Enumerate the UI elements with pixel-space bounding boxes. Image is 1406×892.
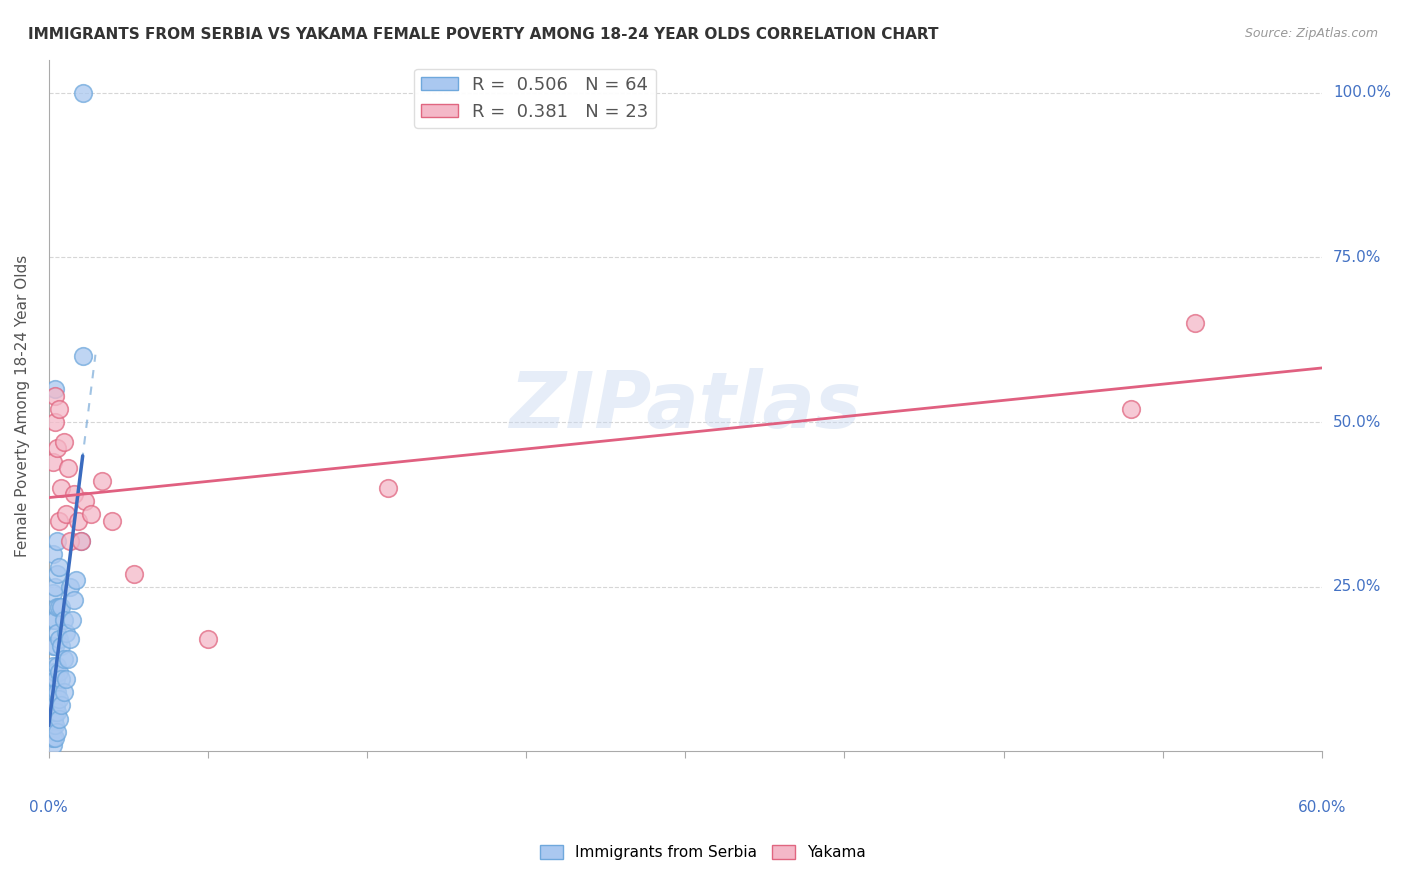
Point [42, 639, 65, 653]
Point [51, 672, 73, 686]
Point [39, 691, 62, 706]
Point [1119, 401, 1142, 416]
Point [48, 665, 70, 680]
Point [52, 652, 75, 666]
Text: ZIPatlas: ZIPatlas [509, 368, 862, 443]
Point [42, 691, 65, 706]
Point [52, 434, 75, 449]
Point [90, 475, 112, 489]
Point [377, 481, 399, 495]
Point [42, 731, 65, 746]
Point [42, 738, 65, 752]
Y-axis label: Female Poverty Among 18-24 Year Olds: Female Poverty Among 18-24 Year Olds [15, 254, 30, 557]
Point [44, 718, 66, 732]
Point [39, 665, 62, 680]
Point [44, 613, 66, 627]
Point [44, 731, 66, 746]
Point [48, 712, 70, 726]
Point [46, 724, 69, 739]
Point [46, 685, 69, 699]
Point [51, 481, 73, 495]
Point [44, 685, 66, 699]
Point [39, 712, 62, 726]
Point [41, 718, 63, 732]
Text: 0.0%: 0.0% [30, 800, 67, 815]
Point [44, 382, 66, 396]
Point [42, 679, 65, 693]
Point [48, 514, 70, 528]
Point [52, 613, 75, 627]
Point [73, 494, 96, 508]
Point [72, 86, 94, 100]
Point [44, 415, 66, 429]
Point [38, 731, 60, 746]
Point [48, 599, 70, 614]
Point [46, 442, 69, 456]
Text: IMMIGRANTS FROM SERBIA VS YAKAMA FEMALE POVERTY AMONG 18-24 YEAR OLDS CORRELATIO: IMMIGRANTS FROM SERBIA VS YAKAMA FEMALE … [28, 27, 939, 42]
Text: 100.0%: 100.0% [1333, 85, 1391, 100]
Point [42, 712, 65, 726]
Point [55, 672, 77, 686]
Point [48, 401, 70, 416]
Point [51, 639, 73, 653]
Point [41, 679, 63, 693]
Point [69, 533, 91, 548]
Point [42, 718, 65, 732]
Point [51, 599, 73, 614]
Point [42, 613, 65, 627]
Point [59, 580, 82, 594]
Point [67, 514, 90, 528]
Text: 75.0%: 75.0% [1333, 250, 1381, 265]
Point [45, 698, 67, 713]
Point [42, 658, 65, 673]
Point [39, 724, 62, 739]
Point [46, 599, 69, 614]
Point [197, 632, 219, 647]
Text: Source: ZipAtlas.com: Source: ZipAtlas.com [1244, 27, 1378, 40]
Point [122, 566, 145, 581]
Text: 60.0%: 60.0% [1298, 800, 1346, 815]
Point [46, 566, 69, 581]
Point [48, 691, 70, 706]
Point [42, 547, 65, 561]
Point [44, 639, 66, 653]
Legend: Immigrants from Serbia, Yakama: Immigrants from Serbia, Yakama [534, 839, 872, 866]
Point [42, 691, 65, 706]
Point [51, 698, 73, 713]
Point [52, 685, 75, 699]
Point [101, 514, 124, 528]
Point [72, 349, 94, 363]
Point [1184, 316, 1206, 330]
Point [42, 454, 65, 468]
Point [55, 625, 77, 640]
Point [46, 658, 69, 673]
Point [42, 586, 65, 600]
Point [63, 487, 86, 501]
Point [46, 705, 69, 719]
Text: 50.0%: 50.0% [1333, 415, 1381, 430]
Point [45, 672, 67, 686]
Point [48, 632, 70, 647]
Point [44, 389, 66, 403]
Text: 25.0%: 25.0% [1333, 579, 1381, 594]
Point [59, 533, 82, 548]
Point [56, 461, 79, 475]
Point [44, 580, 66, 594]
Point [46, 533, 69, 548]
Point [55, 508, 77, 522]
Legend: R =  0.506   N = 64, R =  0.381   N = 23: R = 0.506 N = 64, R = 0.381 N = 23 [415, 69, 655, 128]
Point [41, 698, 63, 713]
Point [46, 625, 69, 640]
Point [63, 593, 86, 607]
Point [42, 705, 65, 719]
Point [60, 613, 83, 627]
Point [65, 573, 87, 587]
Point [48, 560, 70, 574]
Point [56, 652, 79, 666]
Point [44, 665, 66, 680]
Point [80, 508, 103, 522]
Point [69, 533, 91, 548]
Point [59, 632, 82, 647]
Point [44, 705, 66, 719]
